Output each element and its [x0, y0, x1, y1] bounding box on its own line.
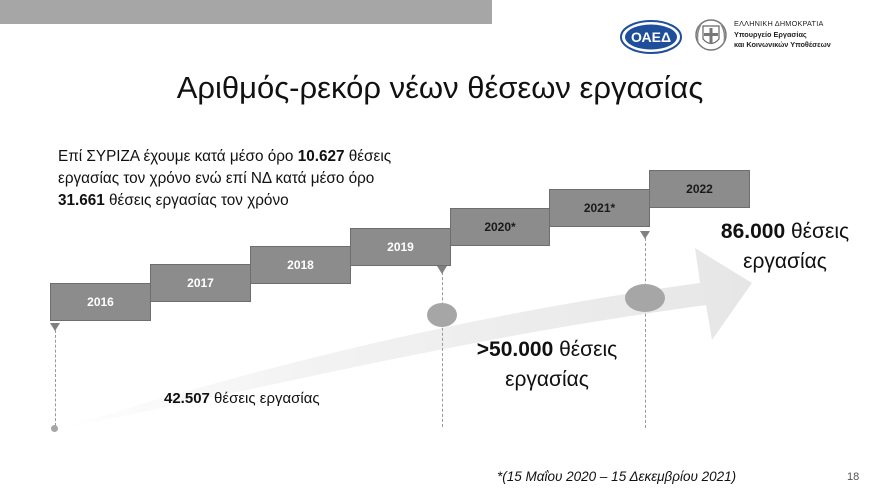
step-2020: 2020*	[450, 208, 550, 246]
marker-2021	[640, 231, 650, 239]
ministry-line1: ΕΛΛΗΝΙΚΗ ΔΗΜΟΚΡΑΤΙΑ	[734, 19, 824, 28]
step-2021: 2021*	[549, 189, 650, 227]
footnote: *(15 Μαΐου 2020 – 15 Δεκεμβρίου 2021)	[497, 469, 737, 484]
dashed-line-2021	[645, 238, 646, 428]
start-dot	[51, 425, 58, 432]
callout-86000-text: θέσεις	[785, 220, 850, 243]
intro-value1: 10.627	[297, 148, 345, 165]
marker-2016	[50, 323, 60, 331]
step-label: 2021*	[583, 201, 616, 215]
ministry-name: ΕΛΛΗΝΙΚΗ ΔΗΜΟΚΡΑΤΙΑ Υπουργείο Εργασίας κ…	[734, 19, 831, 51]
step-2017: 2017	[150, 264, 251, 302]
callout-42507-text: θέσεις εργασίας	[209, 390, 320, 407]
oaed-logo-text: ΟΑΕΔ	[631, 29, 671, 45]
marker-2020	[437, 266, 447, 274]
callout-86000: 86.000 θέσεις εργασίας	[690, 217, 880, 277]
end-dot	[625, 284, 665, 312]
step-label: 2017	[187, 276, 214, 290]
slide-title: Αριθμός-ρεκόρ νέων θέσεων εργασίας	[176, 70, 704, 105]
callout-50000-line2: εργασίας	[505, 368, 589, 391]
step-label: 2016	[87, 295, 114, 309]
callout-86000-value: 86.000	[720, 220, 786, 243]
intro-part3: θέσεις εργασίας τον χρόνο	[104, 192, 289, 209]
step-label: 2019	[387, 240, 414, 254]
step-label: 2018	[287, 258, 314, 272]
callout-42507-value: 42.507	[164, 390, 210, 407]
step-label: 2020*	[484, 220, 516, 234]
step-2018: 2018	[250, 246, 351, 284]
callout-42507: 42.507 θέσεις εργασίας	[164, 390, 320, 407]
intro-part2: θέσεις εργασίας τον χρόνο ενώ επί ΝΔ κατ…	[58, 148, 392, 187]
step-2019: 2019	[350, 228, 451, 266]
dashed-line-2016	[55, 330, 56, 426]
callout-86000-line2: εργασίας	[743, 250, 827, 273]
ministry-line3: και Κοινωνικών Υποθέσεων	[734, 40, 831, 49]
greek-emblem-icon	[695, 19, 727, 51]
step-label: 2022	[686, 182, 713, 196]
step-2022: 2022	[649, 170, 750, 208]
callout-50000-value: >50.000	[476, 338, 554, 361]
step-2016: 2016	[50, 283, 151, 321]
intro-part1: Επί ΣΥΡΙΖΑ έχουμε κατά μέσο όρο	[58, 148, 298, 165]
mid-dot	[427, 303, 457, 327]
page-number: 18	[847, 471, 860, 483]
intro-value2: 31.661	[58, 192, 105, 209]
callout-50000-text: θέσεις	[553, 338, 618, 361]
oaed-logo: ΟΑΕΔ	[620, 20, 682, 54]
ministry-line2: Υπουργείο Εργασίας	[734, 29, 807, 39]
top-bar	[0, 0, 492, 24]
intro-text: Επί ΣΥΡΙΖΑ έχουμε κατά μέσο όρο 10.627 θ…	[58, 146, 403, 212]
callout-50000: >50.000 θέσεις εργασίας	[452, 335, 642, 395]
dashed-line-2020	[442, 272, 443, 427]
